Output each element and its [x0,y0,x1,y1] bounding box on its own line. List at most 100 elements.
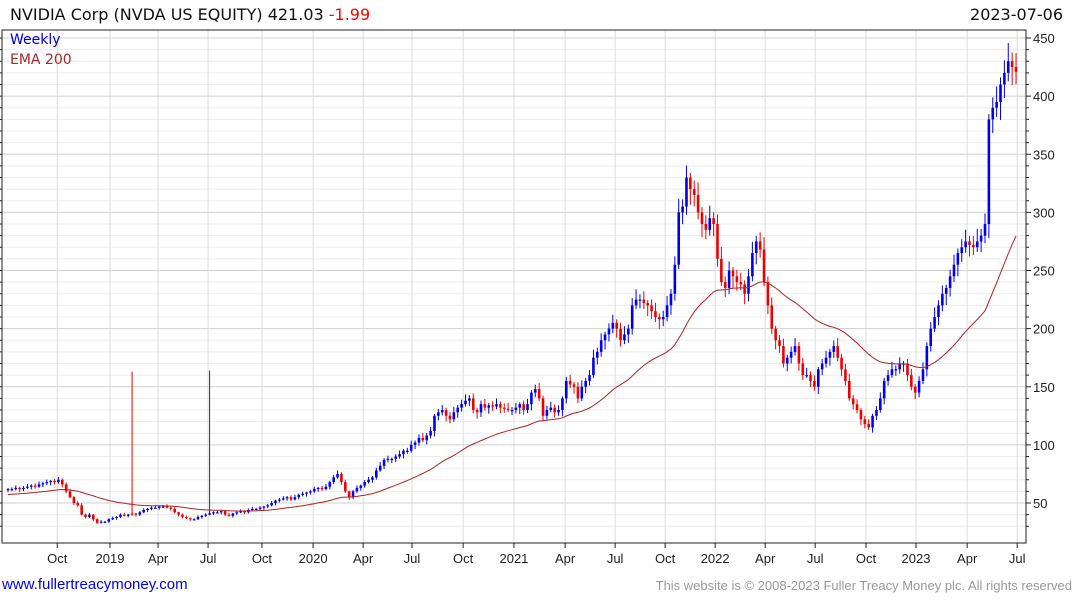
candle-body [561,398,564,410]
candle-body [60,479,64,485]
x-tick-label: Jul [1009,551,1026,566]
candle-body [437,412,440,416]
candle-body [855,404,859,410]
candle-body [487,405,491,408]
candle-body [708,218,712,230]
security-name: NVIDIA Corp (NVDA US EQUITY) [10,5,263,24]
candle-body [689,177,692,190]
candle-body [161,506,165,508]
legend-weekly: Weekly [10,32,61,48]
x-axis: Oct 2019 Apr Jul Oct 2020 Apr Jul Oct 2021 Apr Jul O… [47,543,1026,566]
candle-body [444,410,448,416]
candle-body [324,486,328,490]
candle-body [235,512,239,514]
candle-body [739,282,743,285]
candle-body [1014,67,1018,72]
candle-body [960,247,964,254]
x-tick-label: Apr [148,551,169,566]
candle-body [723,282,727,288]
candle-body [762,249,766,283]
site-link[interactable]: www.fullertreacymoney.com [2,576,188,593]
candle-body [53,480,56,483]
candle-body [33,485,37,487]
candle-body [979,235,983,242]
candle-body [882,380,886,399]
candle-body [243,511,246,513]
candle-body [134,513,138,515]
candle-body [429,430,432,436]
candle-body [506,408,510,411]
candle-body [49,480,52,483]
candle-body [921,369,925,381]
candle-body [1003,72,1006,85]
candle-body [727,270,731,288]
candle-body [743,284,746,294]
candle-body [813,380,816,387]
candle-body [646,303,650,306]
x-tick-label: Jul [807,551,824,566]
x-tick-label: 2022 [701,551,730,566]
y-tick-label: 400 [1033,89,1055,104]
candle-body [941,293,944,306]
y-tick-label: 50 [1033,496,1047,511]
candle-body [91,514,95,520]
candle-body [572,384,576,387]
candle-body [483,404,487,408]
candle-body [778,340,781,347]
candle-body [968,241,971,245]
candle-body [281,498,285,500]
x-tick-label: 2023 [902,551,931,566]
candle-body [239,511,242,513]
candle-body [177,512,180,515]
candle-body [956,253,960,265]
candle-body [270,503,273,506]
candle-body [363,482,366,486]
candles [6,42,1018,524]
candle-body [677,212,681,265]
candle-body [851,398,855,405]
candle-body [669,293,673,306]
candle-body [64,484,68,492]
candle-body [630,305,634,329]
candle-body [57,479,60,483]
candle-body [320,487,324,490]
candle-body [661,317,665,320]
candle-body [212,512,215,514]
candle-body [103,521,107,523]
candle-body [824,357,828,364]
candle-body [627,328,630,335]
candle-body [227,514,231,516]
candle-body [510,410,514,412]
candle-body [774,328,777,341]
candle-body [568,380,572,385]
candle-body [14,487,18,490]
candle-body [913,386,917,393]
candle-body [192,519,196,521]
candle-body [196,516,200,520]
candle-body [398,454,401,457]
candle-body [343,482,347,492]
candle-body [685,177,688,207]
candle-body [944,287,948,294]
candle-body [99,521,103,523]
candle-body [1010,61,1014,68]
candle-body [367,479,370,483]
candle-body [371,477,374,480]
candle-body [312,489,316,492]
candle-body [712,218,715,224]
candle-body [157,506,161,508]
candle-body [425,435,429,441]
candle-body [347,491,351,498]
x-tick-label: Oct [252,551,273,566]
candle-body [258,507,262,509]
candle-body [146,508,149,511]
candle-body [983,224,987,236]
candle-body [301,493,304,495]
candle-body [285,497,289,499]
candle-body [154,507,157,509]
candle-body [440,410,444,413]
candle-body [859,410,863,420]
candle-body [611,322,615,329]
candle-body [894,369,898,371]
